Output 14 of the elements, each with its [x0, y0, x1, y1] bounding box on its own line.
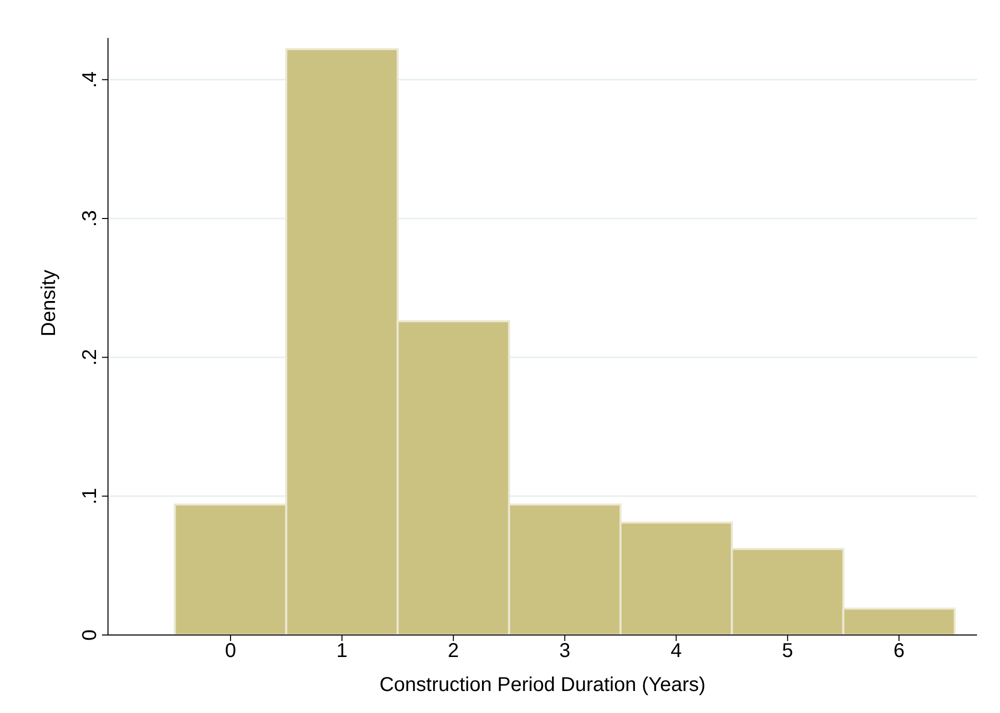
x-tick-label: 5 [782, 640, 794, 662]
x-tick-label: 1 [336, 640, 348, 662]
y-tick-label: .3 [79, 210, 101, 227]
y-tick-label: 0 [79, 629, 101, 641]
y-tick-label: .1 [79, 488, 101, 505]
x-tick-label: 2 [448, 640, 459, 662]
x-tick-label: 6 [893, 640, 905, 662]
y-tick-label: .4 [79, 71, 101, 88]
y-tick-label: .2 [79, 348, 101, 366]
x-axis-title: Construction Period Duration (Years) [379, 674, 706, 696]
x-tick-label: 4 [670, 640, 682, 662]
x-tick-label: 0 [224, 640, 236, 662]
y-axis-title: Density [38, 270, 60, 336]
x-tick-label: 3 [559, 640, 570, 662]
